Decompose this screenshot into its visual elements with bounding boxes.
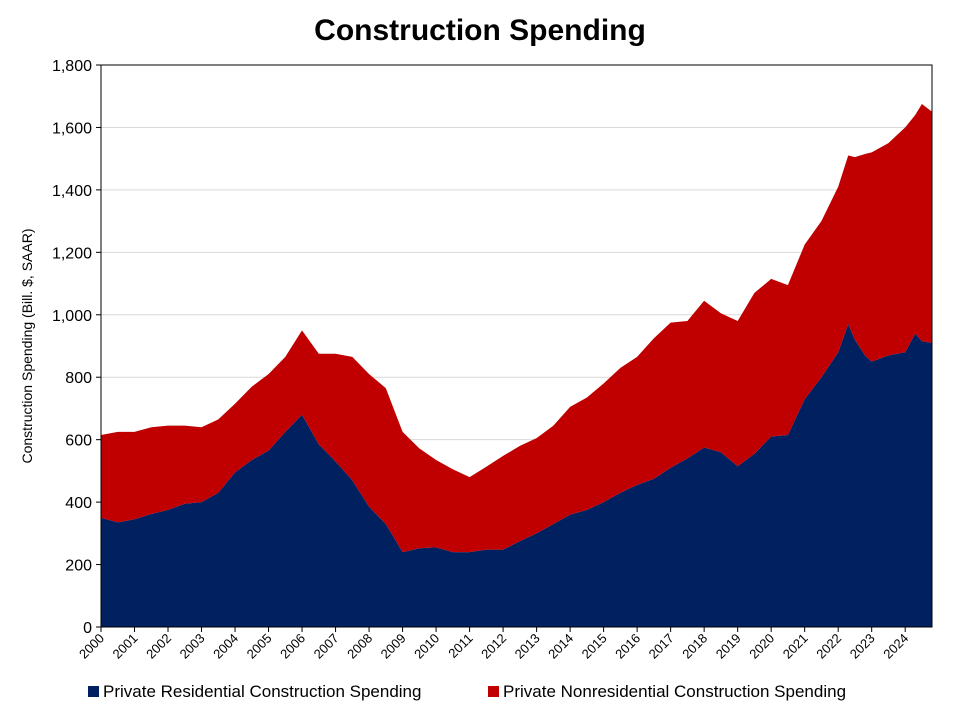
y-axis-ticks: 0 200 400 600 800 1,000 1,200 1,400 1,600 1,800 <box>52 58 101 637</box>
legend-swatch <box>88 686 99 697</box>
x-axis-ticks: 2000 2001 2002 2003 2004 2005 2006 2007 2008 2009… <box>76 627 911 662</box>
y-tick-label: 1,400 <box>52 183 92 200</box>
x-tick-label: 2002 <box>143 631 174 662</box>
stacked-areas <box>101 104 932 627</box>
y-axis-label: Construction Spending (Bill. $, SAAR) <box>19 229 35 464</box>
x-tick-label: 2000 <box>76 631 107 662</box>
x-tick-label: 2015 <box>579 631 610 662</box>
x-tick-label: 2022 <box>813 631 844 662</box>
x-tick-label: 2016 <box>612 631 643 662</box>
y-tick-label: 200 <box>65 558 92 575</box>
plot-area-frame <box>100 64 933 628</box>
y-tick-label: 600 <box>65 433 92 450</box>
x-tick-label: 2011 <box>445 631 475 661</box>
y-tick-label: 800 <box>65 370 92 387</box>
x-tick-label: 2008 <box>344 631 375 662</box>
x-tick-label: 2020 <box>746 631 777 662</box>
x-tick-label: 2023 <box>847 631 878 662</box>
x-tick-label: 2007 <box>311 631 342 662</box>
chart-title: Construction Spending <box>314 14 646 47</box>
y-tick-label: 1,800 <box>52 58 92 75</box>
x-tick-label: 2017 <box>646 631 677 662</box>
x-tick-label: 2013 <box>512 631 543 662</box>
x-tick-label: 2021 <box>780 631 811 662</box>
series-area-nonresidential <box>101 104 932 553</box>
legend: Private Residential Construction Spendin… <box>88 682 846 701</box>
x-tick-label: 2003 <box>177 631 208 662</box>
x-tick-label: 2001 <box>110 631 141 662</box>
x-tick-label: 2005 <box>244 631 275 662</box>
legend-label: Private Nonresidential Construction Spen… <box>503 682 846 701</box>
y-tick-label: 1,000 <box>52 308 92 325</box>
y-tick-label: 0 <box>83 620 92 637</box>
x-tick-label: 2018 <box>679 631 710 662</box>
series-area-residential <box>101 324 932 627</box>
x-tick-label: 2012 <box>478 631 509 662</box>
y-tick-label: 400 <box>65 495 92 512</box>
x-tick-label: 2024 <box>880 631 911 662</box>
x-tick-label: 2006 <box>277 631 308 662</box>
y-tick-label: 1,200 <box>52 245 92 262</box>
x-tick-label: 2014 <box>545 631 576 662</box>
legend-label: Private Residential Construction Spendin… <box>103 682 421 701</box>
x-tick-label: 2004 <box>210 631 241 662</box>
x-tick-label: 2010 <box>411 631 442 662</box>
x-tick-label: 2009 <box>378 631 409 662</box>
y-tick-label: 1,600 <box>52 120 92 137</box>
legend-swatch <box>488 686 499 697</box>
x-tick-label: 2019 <box>713 631 744 662</box>
